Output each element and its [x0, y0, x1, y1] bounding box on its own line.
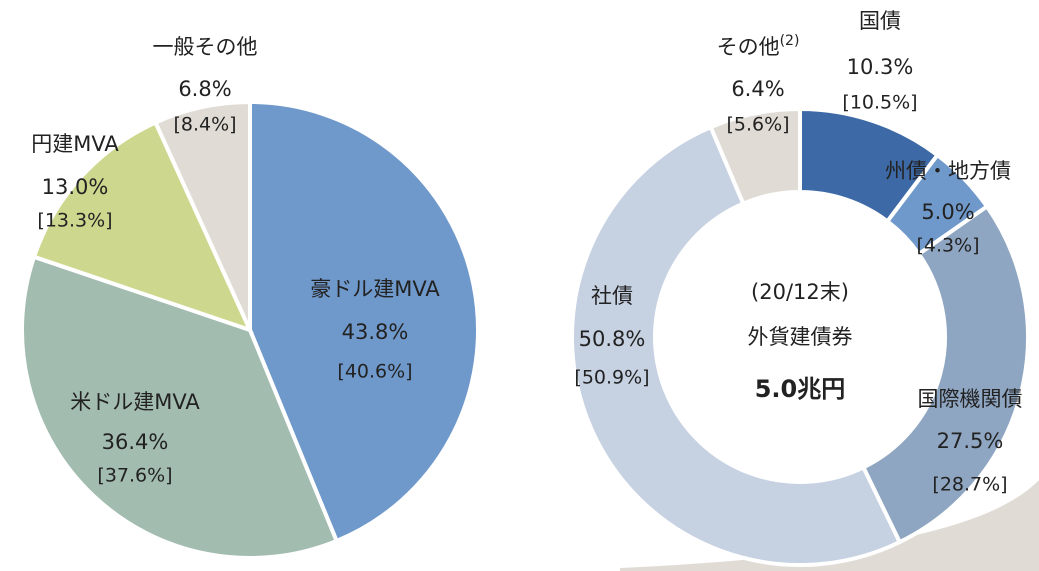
- value-label: 27.5%: [937, 429, 1004, 453]
- slice-label: 国債: [859, 9, 901, 33]
- slice: [31, 119, 254, 334]
- value-label: 50.8%: [579, 327, 646, 351]
- background-shape: [620, 480, 1039, 571]
- category-note: (2): [780, 33, 800, 49]
- category-name: 社債: [591, 284, 633, 308]
- category-name: 国債: [859, 9, 901, 33]
- center-text: (20/12末): [751, 280, 849, 304]
- value-label: 13.0%: [42, 175, 109, 199]
- slice: [20, 254, 340, 560]
- bracket-label: [5.6%]: [726, 114, 789, 136]
- slice-label: 国際機関債: [918, 387, 1023, 411]
- bracket-label: [28.7%]: [932, 474, 1007, 496]
- slice-label: 円建MVA: [31, 132, 119, 156]
- category-name: 豪ドル建MVA: [310, 277, 440, 301]
- slice: [708, 106, 802, 207]
- slice-label: 豪ドル建MVA: [310, 277, 440, 301]
- bracket-label: [40.6%]: [337, 361, 412, 383]
- bracket-label: [8.4%]: [173, 114, 236, 136]
- value-label: 36.4%: [102, 430, 169, 454]
- category-name: その他: [717, 35, 780, 59]
- center-text: 外貨建債券: [748, 325, 853, 349]
- slice: [152, 99, 252, 331]
- category-name: 円建MVA: [31, 132, 119, 156]
- slice-label: その他(2): [717, 33, 800, 59]
- bracket-label: [50.9%]: [574, 367, 649, 389]
- value-label: 10.3%: [847, 55, 914, 79]
- slice-label: 一般その他: [153, 35, 258, 59]
- category-name: 国際機関債: [918, 387, 1023, 411]
- slice: [860, 203, 1030, 545]
- slice-label: 米ドル建MVA: [70, 390, 200, 414]
- bracket-label: [4.3%]: [916, 235, 979, 257]
- category-name: 一般その他: [153, 35, 258, 59]
- value-label: 43.8%: [342, 320, 409, 344]
- value-label: 5.0%: [921, 200, 974, 224]
- category-name: 州債・地方債: [885, 159, 1011, 183]
- slice: [248, 99, 480, 544]
- category-name: 米ドル建MVA: [70, 390, 200, 414]
- slice: [570, 124, 903, 567]
- center-text: 5.0兆円: [755, 375, 846, 403]
- slice-label: 社債: [591, 284, 633, 308]
- bracket-label: [13.3%]: [37, 210, 112, 232]
- value-label: 6.4%: [731, 77, 784, 101]
- bracket-label: [10.5%]: [842, 92, 917, 114]
- value-label: 6.8%: [178, 77, 231, 101]
- bracket-label: [37.6%]: [97, 465, 172, 487]
- slice-label: 州債・地方債: [885, 159, 1011, 183]
